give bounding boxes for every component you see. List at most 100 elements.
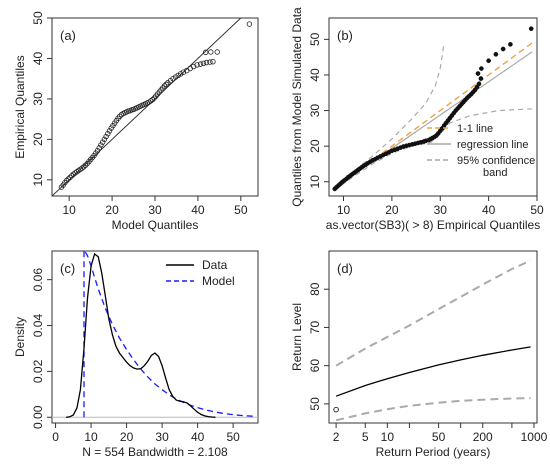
y-tick-label: 70 (308, 320, 322, 334)
x-tick-label: 30 (148, 203, 162, 217)
plot-frame (328, 250, 538, 424)
x-tick-label: 20 (120, 430, 134, 444)
data-point (82, 162, 89, 168)
data-point (493, 51, 499, 57)
legend-label: Model (202, 274, 235, 288)
x-tick-label: 40 (482, 203, 496, 217)
legend-label: Data (202, 258, 228, 272)
data-point (99, 139, 106, 145)
legend-label: 1-1 line (457, 123, 493, 135)
data-point (203, 59, 210, 66)
confidence-band-lower (333, 108, 533, 192)
x-tick-label: 5 (362, 430, 369, 444)
data-point (65, 176, 72, 182)
y-axis-label: Density (13, 317, 27, 357)
x-axis-label: Model Quantiles (112, 218, 199, 232)
data-point (500, 46, 506, 52)
data-point (63, 177, 70, 184)
y-tick-label: 60 (308, 359, 322, 373)
data-point (208, 49, 214, 55)
data-point (475, 71, 481, 76)
y-tick-label: 20 (308, 139, 322, 153)
data-point (528, 26, 534, 32)
data-point (486, 58, 491, 64)
data-point (180, 69, 187, 75)
data-density-line (66, 252, 216, 418)
y-tick-label: 0.04 (31, 314, 45, 338)
x-tick-label: 10 (381, 430, 395, 444)
data-point (210, 58, 216, 65)
data-point (67, 174, 73, 181)
x-tick-label: 10 (84, 430, 98, 444)
data-point (94, 147, 101, 154)
y-tick-label: 50 (308, 32, 322, 46)
panel-label: (d) (337, 261, 353, 276)
data-point (103, 133, 109, 140)
y-tick-label: 10 (308, 175, 322, 189)
data-point (202, 49, 209, 56)
data-point (333, 406, 339, 413)
data-point (96, 145, 102, 151)
x-tick-label: 10 (337, 203, 351, 217)
data-point (246, 21, 253, 27)
legend-label: 95% confidence (457, 155, 535, 167)
x-tick-label: 20 (385, 203, 399, 217)
data-point (478, 76, 484, 81)
x-tick-label: 50 (234, 203, 248, 217)
data-point (161, 83, 168, 89)
y-tick-label: 40 (31, 51, 45, 65)
plot-frame (328, 17, 538, 197)
y-tick-label: 30 (31, 92, 45, 106)
x-tick-label: 50 (226, 430, 240, 444)
x-tick-label: 50 (530, 203, 544, 217)
x-tick-label: 50 (432, 430, 446, 444)
data-point (105, 130, 111, 137)
y-axis-label: Quantiles from Model Simulated Data (290, 7, 304, 207)
return-level-line (335, 346, 531, 397)
data-point (200, 60, 207, 67)
data-point (149, 97, 156, 103)
data-point (98, 142, 104, 148)
data-point (508, 41, 513, 47)
legend-label-continued: band (483, 167, 507, 179)
model-density-line (83, 247, 255, 418)
data-point (479, 66, 484, 71)
y-tick-label: 30 (308, 104, 322, 118)
data-point (69, 173, 75, 179)
x-axis-label: as.vector(SB3)( > 8) Empirical Quantiles (326, 218, 540, 232)
y-tick-label: 10 (31, 173, 45, 187)
y-tick-label: 0.00 (31, 405, 45, 429)
x-axis-label: Return Period (years) (376, 445, 491, 459)
panel-label: (c) (60, 261, 75, 276)
x-tick-label: 30 (155, 430, 169, 444)
x-tick-label: 30 (434, 203, 448, 217)
data-point (163, 81, 169, 88)
data-point (187, 65, 193, 72)
y-axis-label: Return Level (290, 303, 304, 371)
x-tick-label: 40 (191, 203, 205, 217)
data-point (106, 128, 113, 134)
plot-frame (51, 250, 259, 424)
y-tick-label: 20 (31, 132, 45, 146)
panel-label: (b) (337, 28, 353, 43)
one-to-one-line (52, 18, 242, 196)
y-tick-label: 50 (308, 397, 322, 411)
x-tick-label: 200 (473, 430, 493, 444)
x-axis-label: N = 554 Bandwidth = 2.108 (82, 445, 228, 459)
data-point (197, 61, 204, 67)
x-tick-label: 2 (333, 430, 340, 444)
data-point (194, 62, 200, 68)
x-tick-label: 40 (191, 430, 205, 444)
legend-label: regression line (457, 139, 529, 151)
lower-confidence-line (335, 397, 531, 422)
x-tick-label: 1000 (521, 430, 548, 444)
confidence-band-upper (333, 42, 445, 188)
y-tick-label: 40 (308, 68, 322, 82)
y-tick-label: 50 (31, 11, 45, 25)
data-point (207, 59, 213, 65)
y-axis-label: Empirical Quantiles (13, 55, 27, 158)
y-tick-label: 0.02 (31, 359, 45, 383)
data-point (81, 164, 87, 170)
